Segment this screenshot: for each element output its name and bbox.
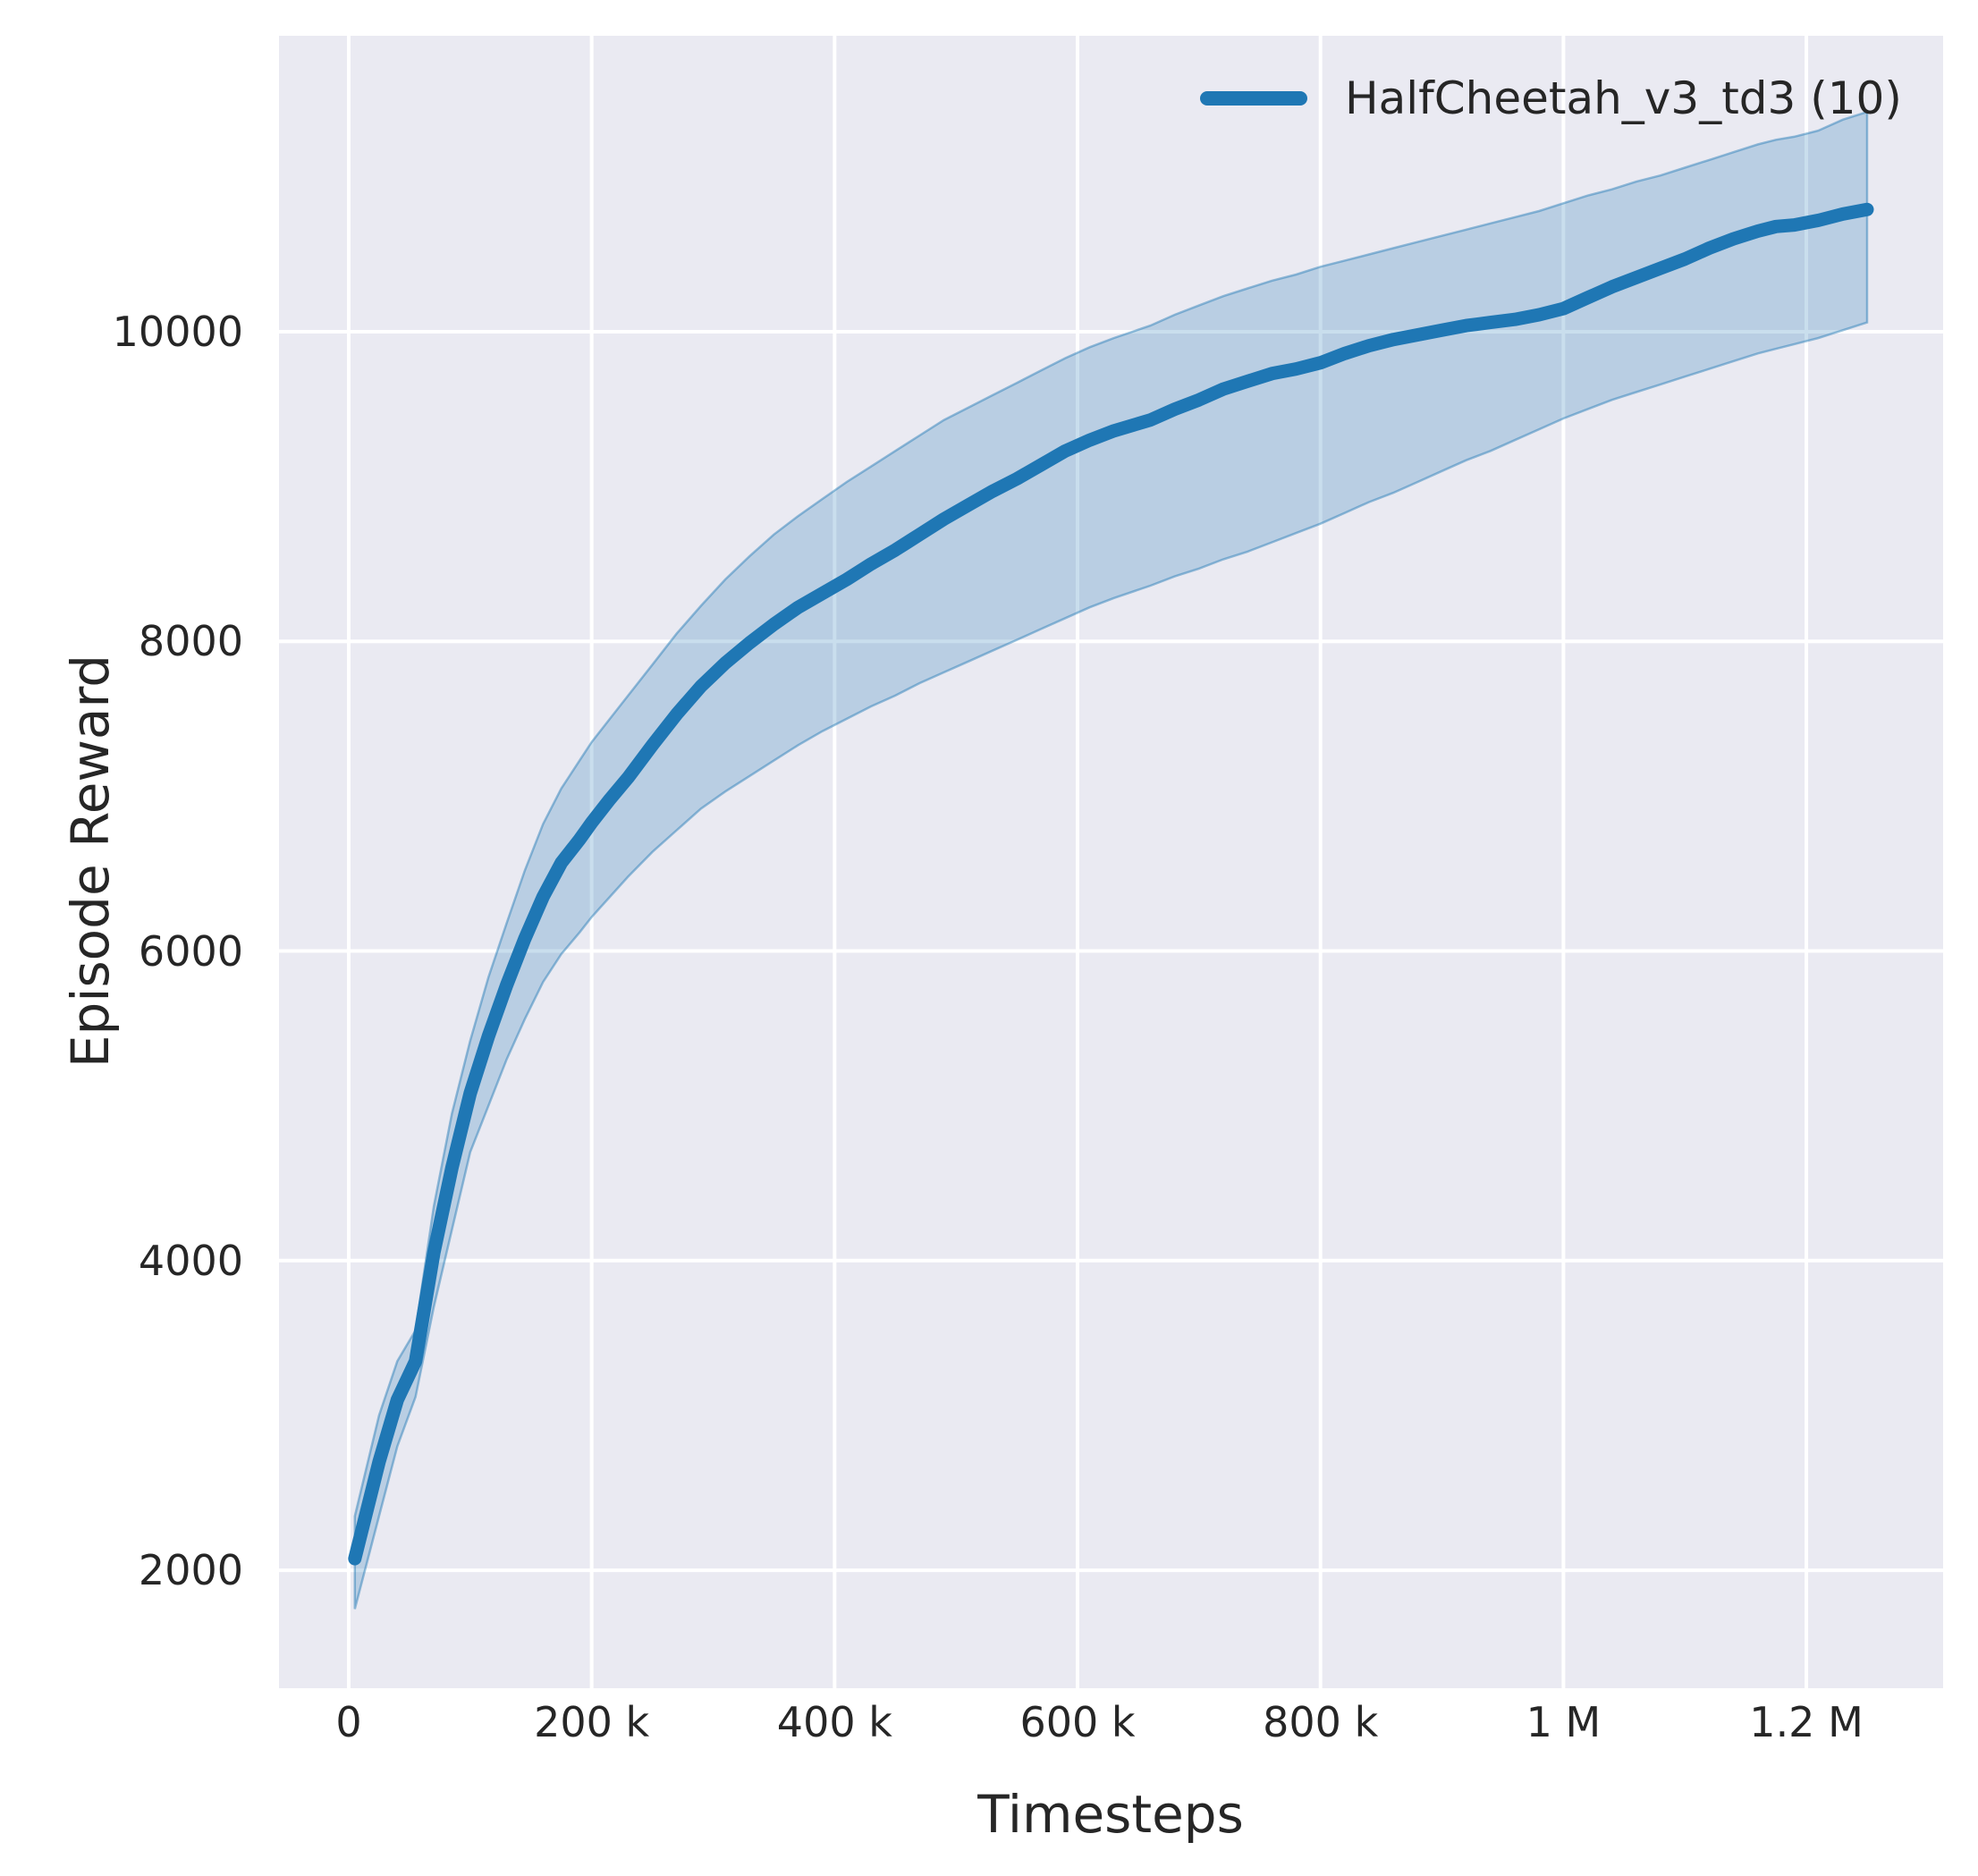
legend-line-sample bbox=[1200, 91, 1307, 106]
y-tick-label: 10000 bbox=[112, 308, 243, 357]
x-tick-label: 1.2 M bbox=[1749, 1698, 1864, 1746]
x-tick-label: 0 bbox=[335, 1698, 362, 1746]
legend-label: HalfCheetah_v3_td3 (10) bbox=[1345, 72, 1902, 124]
confidence-band-path bbox=[353, 110, 1869, 1610]
x-tick-label: 800 k bbox=[1263, 1698, 1379, 1746]
y-tick-label: 4000 bbox=[138, 1236, 243, 1285]
y-tick-label: 6000 bbox=[138, 926, 243, 976]
chart-svg bbox=[279, 36, 1943, 1688]
x-tick-label: 200 k bbox=[534, 1698, 650, 1746]
legend: HalfCheetah_v3_td3 (10) bbox=[1200, 70, 1902, 127]
y-tick-label: 8000 bbox=[138, 617, 243, 666]
x-tick-label: 600 k bbox=[1019, 1698, 1136, 1746]
x-axis-title: Timesteps bbox=[977, 1784, 1244, 1845]
x-tick-label: 400 k bbox=[776, 1698, 892, 1746]
y-tick-label: 2000 bbox=[138, 1546, 243, 1595]
x-tick-label: 1 M bbox=[1526, 1698, 1602, 1746]
y-axis-title: Episode Reward bbox=[60, 654, 121, 1069]
confidence-band bbox=[353, 110, 1869, 1610]
mean-line-path bbox=[348, 202, 1874, 1566]
mean-line bbox=[348, 202, 1874, 1566]
plot-area bbox=[279, 36, 1943, 1688]
